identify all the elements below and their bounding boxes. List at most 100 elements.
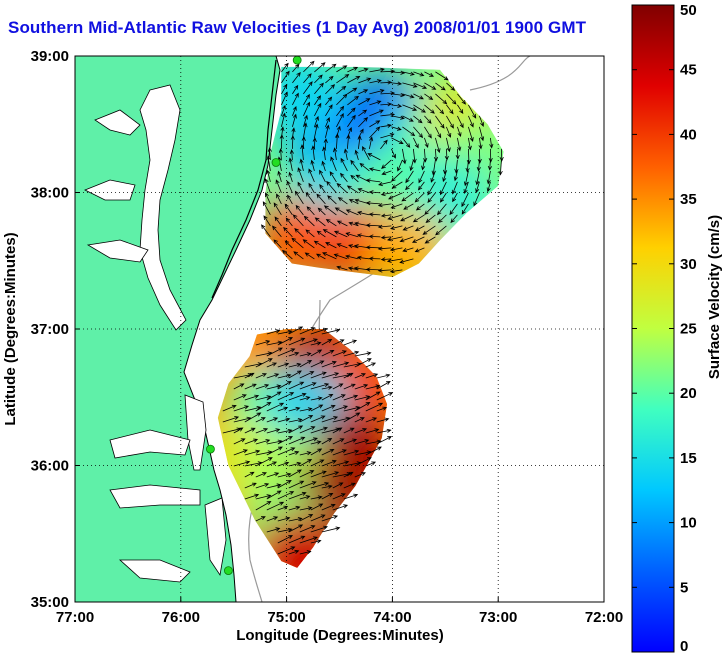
velocity-arrow — [233, 427, 244, 434]
velocity-arrow — [402, 126, 416, 137]
velocity-arrow — [435, 137, 441, 154]
velocity-arrow — [424, 137, 429, 149]
velocity-arrow — [277, 546, 296, 555]
velocity-arrow — [386, 258, 403, 263]
velocity-arrow — [368, 234, 381, 239]
velocity-arrow — [365, 373, 379, 379]
velocity-arrow — [277, 406, 289, 412]
velocity-arrow — [310, 448, 323, 456]
water-inlet — [94, 109, 141, 136]
velocity-arrow — [288, 157, 293, 171]
velocity-arrow — [321, 160, 326, 172]
velocity-arrow — [486, 170, 491, 185]
x-tick-label: 77:00 — [56, 609, 94, 626]
velocity-arrow — [288, 549, 300, 555]
velocity-arrow — [332, 493, 346, 500]
velocity-arrow — [277, 428, 293, 434]
velocity-arrow — [321, 459, 337, 467]
velocity-arrow — [303, 60, 315, 73]
velocity-arrow — [310, 525, 328, 533]
velocity-arrow — [288, 171, 293, 183]
velocity-arrow — [266, 428, 281, 434]
velocity-arrow — [336, 85, 347, 95]
velocity-arrow — [354, 373, 366, 379]
velocity-arrow — [488, 148, 493, 163]
velocity-arrow — [306, 206, 315, 216]
velocity-arrow — [346, 185, 359, 194]
velocity-arrow — [310, 440, 322, 445]
velocity-arrow — [354, 149, 359, 161]
velocity-arrow — [266, 384, 282, 390]
velocity-arrow — [380, 69, 396, 74]
velocity-arrow — [424, 126, 432, 139]
velocity-arrow — [325, 104, 333, 117]
velocity-arrow — [244, 372, 255, 379]
velocity-arrow — [345, 209, 359, 216]
velocity-arrow — [288, 392, 307, 401]
velocity-arrow — [435, 115, 445, 129]
velocity-arrow — [292, 63, 300, 73]
x-axis-label: Longitude (Degrees:Minutes) — [236, 627, 444, 644]
velocity-arrow — [329, 171, 337, 183]
y-axis-ticks: 35:00 36:00 37:00 38:00 39:00 — [31, 48, 80, 611]
velocity-arrow — [358, 128, 364, 139]
velocity-arrow — [402, 115, 414, 122]
velocity-arrow — [409, 159, 414, 172]
velocity-arrow — [244, 406, 262, 412]
velocity-arrow — [244, 493, 260, 500]
velocity-arrow — [402, 93, 415, 99]
velocity-arrow — [319, 169, 326, 183]
colorbar-tick-label: 0 — [680, 638, 688, 655]
velocity-arrow — [288, 491, 307, 500]
velocity-arrow — [314, 123, 319, 138]
velocity-arrow — [310, 341, 322, 346]
velocity-arrow — [321, 339, 333, 346]
velocity-arrow — [457, 104, 464, 114]
velocity-arrow — [356, 233, 370, 238]
velocity-arrow — [414, 247, 425, 253]
colorbar-tick-label: 30 — [680, 256, 697, 273]
velocity-arrow — [299, 338, 318, 346]
velocity-arrow — [424, 93, 434, 101]
velocity-arrow — [308, 168, 315, 183]
velocity-arrow — [321, 360, 337, 368]
velocity-arrow — [467, 137, 472, 151]
velocity-arrow — [294, 190, 304, 205]
velocity-arrow — [343, 383, 356, 390]
velocity-arrow — [267, 147, 272, 160]
velocity-arrow — [391, 81, 403, 86]
velocity-arrow — [423, 148, 428, 163]
velocity-arrow — [299, 495, 311, 500]
velocity-arrow — [322, 252, 337, 260]
velocity-arrow — [401, 192, 414, 202]
velocity-arrow — [461, 192, 469, 208]
velocity-arrow — [255, 428, 269, 434]
velocity-arrow — [347, 66, 359, 73]
velocity-arrow — [402, 247, 414, 253]
velocity-arrow — [281, 91, 288, 106]
velocity-arrow — [391, 170, 403, 182]
velocity-arrow — [315, 253, 326, 260]
velocity-arrow — [365, 362, 377, 368]
velocity-arrow — [427, 192, 436, 203]
velocity-arrow — [266, 483, 282, 489]
colorbar-gradient — [631, 4, 675, 653]
velocity-arrow — [422, 225, 436, 235]
velocity-arrow — [266, 391, 282, 401]
velocity-arrow — [390, 203, 403, 209]
colorbar-tick-label: 40 — [680, 126, 697, 143]
water-inlet — [86, 239, 149, 263]
velocity-arrow — [391, 115, 405, 120]
velocity-arrow — [381, 159, 392, 170]
y-tick-label: 37:00 — [31, 321, 69, 338]
velocity-arrow — [413, 82, 428, 89]
velocity-arrow — [288, 524, 304, 533]
velocity-arrow — [365, 402, 384, 412]
velocity-arrow — [289, 149, 294, 160]
velocity-arrow — [255, 358, 273, 368]
velocity-arrow — [310, 159, 315, 172]
velocity-arrow — [292, 84, 299, 95]
velocity-arrow — [273, 239, 282, 249]
velocity-arrow — [358, 67, 369, 73]
velocity-arrow — [424, 82, 437, 90]
